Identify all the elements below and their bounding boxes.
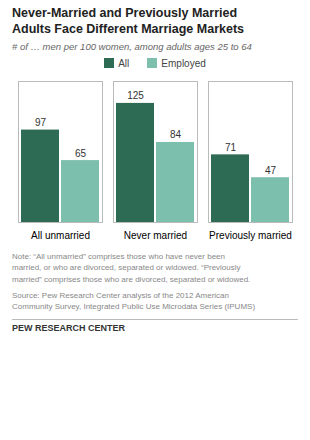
svg-text:47: 47 xyxy=(265,165,277,176)
svg-text:84: 84 xyxy=(170,130,182,141)
html-text:# of … men per 100 women, amon: # of … men per 100 women, among adults a… xyxy=(12,41,252,53)
svg-text:Never married: Never married xyxy=(124,230,187,241)
html-text:Never-Married and Previously M: Never-Married and Previously Married Adu… xyxy=(12,6,244,36)
html-text:PEW RESEARCH CENTER: PEW RESEARCH CENTER xyxy=(12,323,125,334)
html-text:All: All xyxy=(118,58,130,70)
svg-text:71: 71 xyxy=(225,142,237,153)
svg-text:97: 97 xyxy=(35,117,47,128)
html-text:Employed: Employed xyxy=(161,58,206,70)
html-text:Note: “All unmarried” comprise: Note: “All unmarried” comprises those wh… xyxy=(12,252,251,284)
svg-text:125: 125 xyxy=(127,91,144,102)
svg-text:65: 65 xyxy=(75,148,87,159)
html-text:Source: Pew Research Center an: Source: Pew Research Center analysis of … xyxy=(12,290,255,311)
svg-text:All unmarried: All unmarried xyxy=(31,230,90,241)
svg-text:Previously married: Previously married xyxy=(209,230,292,241)
